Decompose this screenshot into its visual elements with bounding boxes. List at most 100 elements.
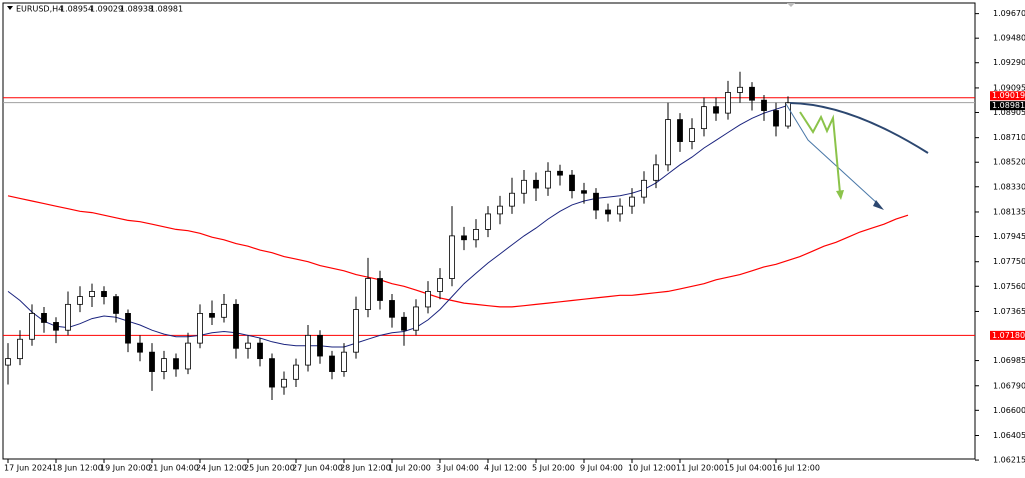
header-value: 1.08938	[120, 5, 153, 14]
y-tick-label: 1.08520	[993, 158, 1025, 167]
candle-body	[485, 213, 491, 230]
candle-body	[737, 86, 743, 93]
candle-body	[149, 351, 155, 372]
candle-body	[245, 342, 251, 349]
y-tick-label: 1.08710	[993, 133, 1025, 142]
x-tick-label: 4 Jul 12:00	[484, 464, 527, 473]
price-tag	[990, 330, 1025, 340]
y-tick-label: 1.08135	[993, 207, 1025, 216]
candle-body	[605, 209, 611, 215]
candle-body	[713, 106, 719, 114]
y-tick-label: 1.06405	[993, 431, 1025, 440]
candle-body	[185, 342, 191, 370]
candle-body	[725, 92, 731, 114]
candle-body	[365, 278, 371, 310]
price-tag-label: 1.09019	[992, 91, 1025, 100]
y-tick-label: 1.09095	[993, 83, 1025, 92]
x-tick-label: 18 Jun 12:00	[52, 464, 103, 473]
candle-body	[773, 110, 779, 127]
candle-body	[317, 334, 323, 357]
forecast-curve	[789, 102, 929, 154]
candle-body	[425, 291, 431, 308]
y-tick-label: 1.06215	[993, 456, 1025, 465]
candle-body	[545, 170, 551, 189]
arrow-head	[873, 200, 884, 210]
x-tick-label: 27 Jun 04:00	[292, 464, 343, 473]
y-tick-label: 1.09480	[993, 34, 1025, 43]
candle-body	[269, 358, 275, 388]
candle-body	[617, 205, 623, 215]
candle-body	[233, 303, 239, 349]
candle-body	[665, 119, 671, 166]
candle-body	[101, 291, 107, 298]
x-tick-label: 15 Jul 04:00	[724, 464, 772, 473]
header-value: 1.09029	[90, 5, 123, 14]
candle-body	[65, 303, 71, 331]
candle-body	[305, 334, 311, 366]
candle-body	[593, 192, 599, 211]
price-tag	[990, 91, 1025, 101]
y-tick-label: 1.07365	[993, 307, 1025, 316]
x-tick-label: 19 Jun 20:00	[100, 464, 151, 473]
candle-body	[113, 296, 119, 314]
y-tick-label: 1.09670	[993, 9, 1025, 18]
candle-body	[521, 179, 527, 194]
candle-body	[509, 192, 515, 207]
candle-body	[581, 190, 587, 194]
candle-body	[389, 300, 395, 318]
candle-body	[221, 303, 227, 318]
arrow-head	[836, 190, 844, 200]
candle-body	[53, 322, 59, 331]
forecast-zigzag	[799, 111, 841, 194]
x-tick-label: 21 Jun 04:00	[148, 464, 199, 473]
candle-body	[677, 119, 683, 142]
candle-body	[197, 313, 203, 344]
y-tick-label: 1.06600	[993, 406, 1025, 415]
axis-layer: 1.09670 1.09480 1.09290 1.09095 1.08905 1.087…	[4, 9, 1025, 473]
plot-frame	[2, 2, 976, 460]
candle-body	[701, 106, 707, 130]
y-tick-label: 1.07560	[993, 282, 1025, 291]
y-tick-label: 1.09290	[993, 58, 1025, 67]
header-value: 1.08954	[60, 5, 93, 14]
candle-body	[557, 170, 563, 176]
x-tick-label: 3 Jul 04:00	[436, 464, 479, 473]
moving-average	[7, 195, 909, 308]
forecast-arrow	[785, 103, 879, 205]
menu-triangle[interactable]	[7, 6, 13, 10]
candle-body	[77, 296, 83, 305]
x-tick-label: 9 Jul 04:00	[580, 464, 623, 473]
y-tick-label: 1.07945	[993, 232, 1025, 241]
candle-body	[173, 358, 179, 370]
candle-body	[749, 86, 755, 101]
candle-body	[293, 364, 299, 380]
x-tick-label: 16 Jul 12:00	[772, 464, 820, 473]
candle-body	[641, 179, 647, 198]
candle-body	[653, 164, 659, 181]
candle-body	[449, 235, 455, 279]
candle-body	[257, 342, 263, 360]
moving-average	[7, 104, 789, 348]
y-tick-label: 1.06985	[993, 356, 1025, 365]
header-value: 1.08981	[150, 5, 183, 14]
candle-body	[329, 355, 335, 372]
background-layer	[3, 97, 975, 348]
price-tag	[990, 101, 1025, 111]
candle-body	[89, 291, 95, 298]
x-tick-label: 24 Jun 12:00	[196, 464, 247, 473]
price-tag-label: 1.07180	[992, 331, 1025, 340]
candle-body	[689, 128, 695, 142]
candle-body	[629, 196, 635, 207]
candle-body	[209, 313, 215, 318]
x-tick-label: 10 Jul 12:00	[628, 464, 676, 473]
candle-body	[341, 351, 347, 372]
chart-title: EURUSD,H4	[16, 5, 63, 14]
candle-body	[29, 313, 35, 340]
candle-body	[125, 313, 131, 344]
x-tick-label: 25 Jun 20:00	[244, 464, 295, 473]
y-tick-label: 1.07750	[993, 257, 1025, 266]
x-tick-label: 28 Jun 12:00	[340, 464, 391, 473]
candle-body	[17, 338, 23, 360]
